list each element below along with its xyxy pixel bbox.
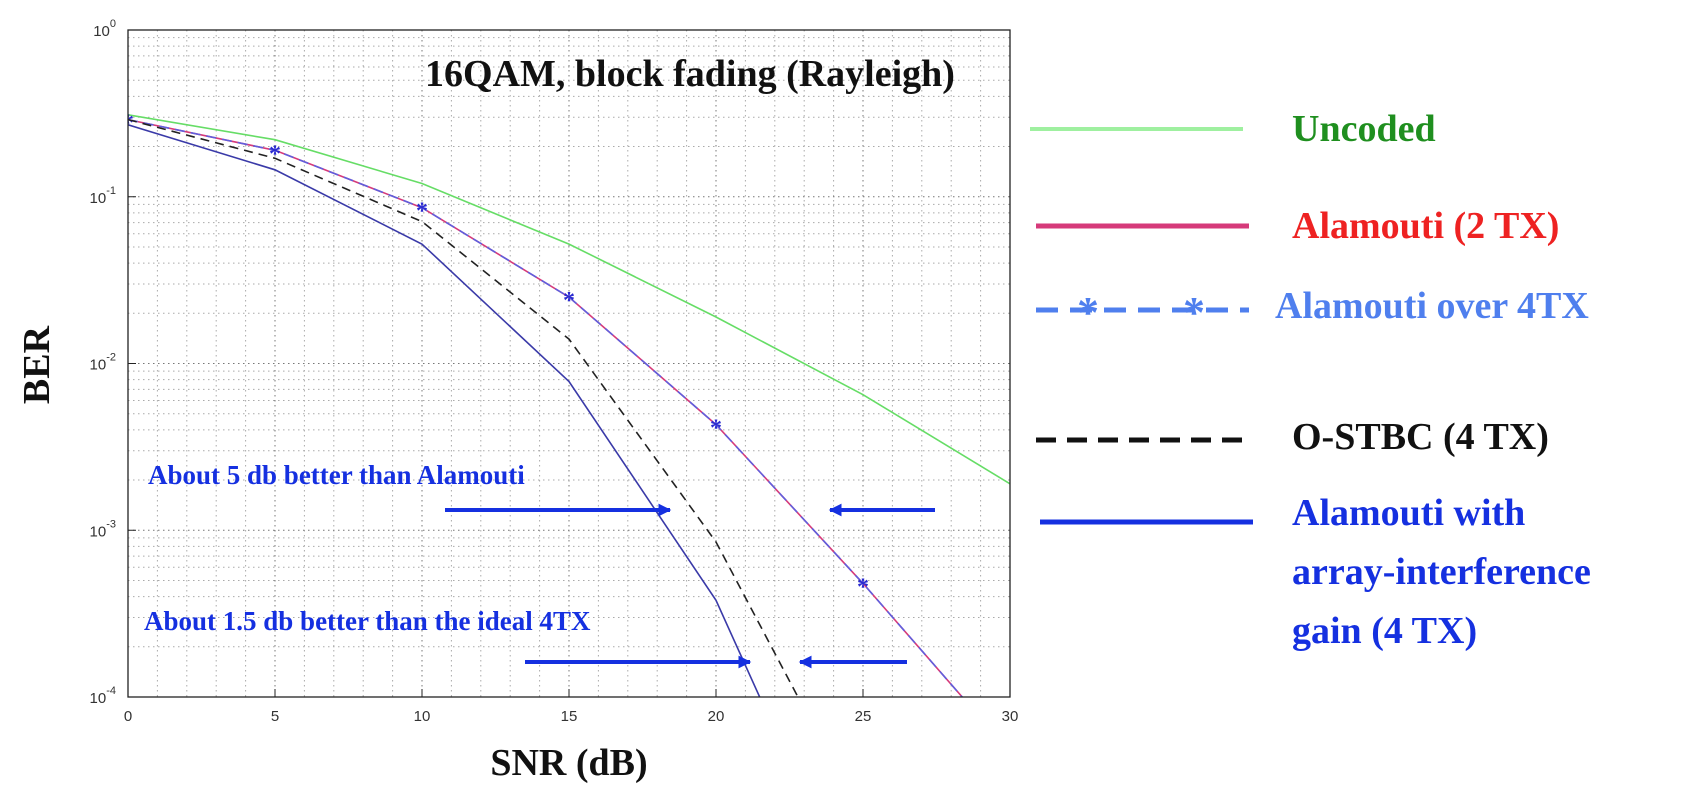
y-tick-label: 100 <box>93 18 116 40</box>
legend-label-line: array-interference <box>1292 551 1591 593</box>
series-layer: * * * * * * * <box>122 111 1016 769</box>
series-star-marker: * <box>563 288 575 314</box>
y-tick-base: 10 <box>90 190 107 207</box>
y-tick-label: 10-3 <box>90 518 116 540</box>
y-tick-label: 10-4 <box>90 685 116 707</box>
series-line-4 <box>128 124 761 697</box>
y-tick-base: 10 <box>93 23 110 40</box>
y-axis-label: BER <box>16 325 58 404</box>
y-tick-base: 10 <box>90 357 107 374</box>
x-axis-label: SNR (dB) <box>490 742 647 784</box>
legend: Uncoded Alamouti (2 TX) * * Alamouti ove… <box>1030 108 1600 652</box>
x-tick-label: 25 <box>855 708 872 725</box>
x-tick-label: 0 <box>124 708 132 725</box>
y-tick-exponent: -2 <box>106 352 116 364</box>
y-tick-exponent: 0 <box>110 18 116 30</box>
legend-label-alamouti-4tx: Alamouti over 4TX <box>1275 285 1589 327</box>
y-tick-base: 10 <box>90 523 107 540</box>
x-tick-label: 10 <box>414 708 431 725</box>
x-tick-label: 5 <box>271 708 279 725</box>
chart-title: 16QAM, block fading (Rayleigh) <box>425 53 955 95</box>
series-line-2 <box>128 118 964 697</box>
series-line-0 <box>128 114 1010 485</box>
legend-star-marker: * <box>1183 288 1205 337</box>
series-star-marker: * <box>269 141 281 167</box>
x-tick-label: 20 <box>708 708 725 725</box>
series-star-marker: * <box>122 111 134 137</box>
series-star-marker: * <box>416 199 428 225</box>
y-tick-exponent: -4 <box>106 685 116 697</box>
series-line-3 <box>128 118 799 697</box>
legend-label-alamouti-2tx: Alamouti (2 TX) <box>1292 205 1559 247</box>
legend-label-line: Alamouti with <box>1292 492 1525 534</box>
legend-label-line: gain (4 TX) <box>1292 610 1477 652</box>
y-tick-base: 10 <box>90 690 107 707</box>
x-tick-label: 30 <box>1002 708 1019 725</box>
y-tick-exponent: -1 <box>106 185 116 197</box>
legend-label-ostbc: O-STBC (4 TX) <box>1292 416 1549 458</box>
series-star-marker: * <box>710 416 722 442</box>
legend-star-marker: * <box>1077 288 1099 337</box>
y-tick-exponent: -3 <box>106 518 116 530</box>
x-tick-labels: 0 5 10 15 20 25 30 <box>124 689 1019 725</box>
grid-lines <box>128 30 1010 697</box>
annotation-1-5db: About 1.5 db better than the ideal 4TX <box>144 606 591 636</box>
series-star-marker: * <box>857 574 869 600</box>
y-tick-label: 10-1 <box>90 185 116 207</box>
legend-label-alamouti-array-gain: Alamouti with array-interference gain (4… <box>1292 492 1600 652</box>
series-star-marker: * <box>1004 743 1016 769</box>
x-tick-label: 15 <box>561 708 578 725</box>
legend-label-uncoded: Uncoded <box>1292 108 1436 150</box>
annotation-5db: About 5 db better than Alamouti <box>148 460 525 490</box>
y-tick-label: 10-2 <box>90 352 116 374</box>
